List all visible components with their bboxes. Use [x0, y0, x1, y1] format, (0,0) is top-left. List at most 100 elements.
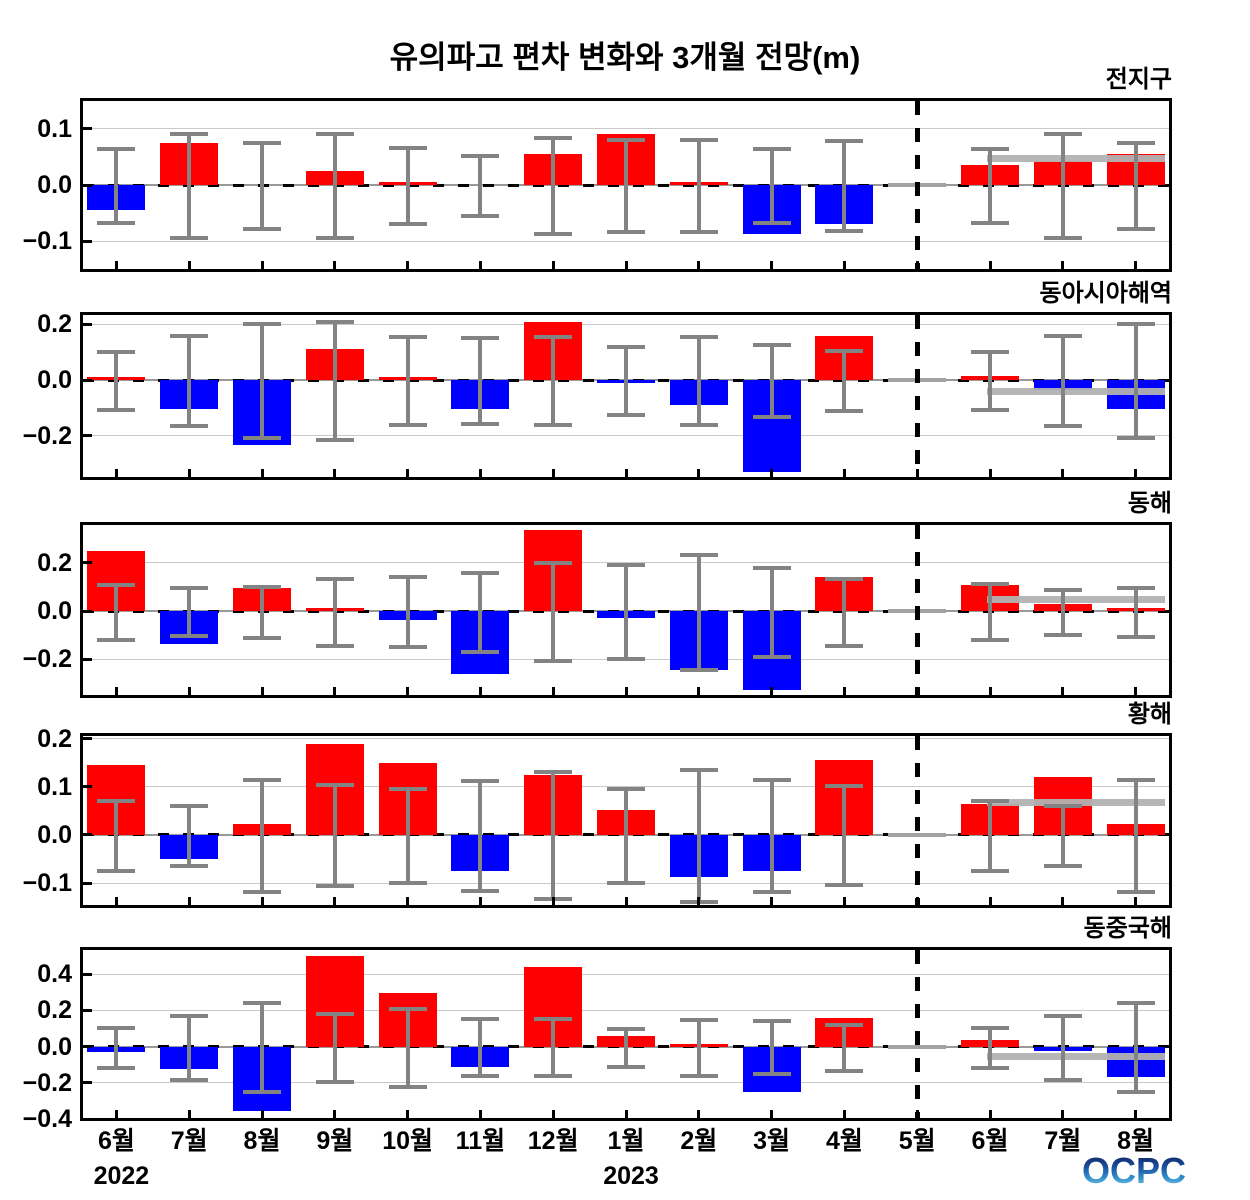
error-bar-cap-top: [534, 770, 573, 775]
y-axis-tick: [83, 1045, 92, 1049]
error-bar-cap-bottom: [825, 883, 864, 888]
x-axis-tick: [478, 897, 482, 905]
error-bar-cap-bottom: [315, 438, 354, 443]
error-bar-cap-top: [607, 786, 645, 791]
error-bar-line: [842, 1024, 847, 1069]
error-bar-cap-bottom: [461, 214, 500, 219]
error-bar-cap-top: [607, 563, 645, 568]
panel-동중국해: [80, 947, 1172, 1121]
error-bar-cap-top: [315, 576, 354, 581]
year-label-2022: 2022: [93, 1162, 150, 1190]
error-bar-line: [624, 346, 628, 414]
error-bar-cap-top: [170, 132, 209, 137]
error-bar-cap-bottom: [315, 235, 354, 240]
error-bar-cap-top: [1043, 803, 1082, 808]
panel-동아시아해역: [80, 312, 1172, 480]
x-axis-tick: [260, 469, 264, 477]
error-bar-cap-top: [534, 334, 573, 339]
error-bar-cap-bottom: [461, 889, 500, 894]
error-bar-cap-bottom: [1116, 890, 1155, 895]
error-bar-cap-bottom: [243, 1090, 281, 1095]
gridline: [83, 128, 1169, 130]
error-bar-cap-top: [170, 586, 209, 591]
error-bar-cap-bottom: [825, 1068, 864, 1073]
panel-label-동중국해: 동중국해: [1083, 915, 1172, 942]
error-bar-line: [478, 1019, 483, 1075]
error-bar-cap-top: [243, 140, 281, 145]
x-axis-tick: [406, 687, 410, 695]
forecast-divider: [914, 525, 920, 695]
error-bar-cap-top: [971, 582, 1009, 587]
x-axis-tick: [1134, 1110, 1138, 1118]
x-tick-label-2: 8월: [243, 1127, 281, 1155]
error-bar-cap-bottom: [679, 1073, 718, 1078]
y-axis-tick: [83, 881, 92, 885]
error-bar-cap-bottom: [679, 229, 718, 234]
error-bar-line: [405, 789, 410, 881]
error-bar-cap-bottom: [243, 890, 281, 895]
error-bar-cap-bottom: [607, 413, 645, 418]
error-bar-line: [332, 578, 337, 644]
y-axis-tick: [83, 239, 92, 243]
y-tick-label: 0.0: [37, 171, 72, 199]
error-bar-cap-top: [97, 799, 136, 804]
panel-label-동해: 동해: [1127, 490, 1172, 517]
x-axis-tick: [187, 897, 191, 905]
error-bar-line: [114, 584, 119, 638]
x-axis-tick: [114, 1110, 118, 1118]
x-axis-tick: [770, 897, 774, 905]
x-axis-tick: [915, 897, 919, 905]
error-bar-line: [696, 1019, 701, 1074]
error-bar-cap-bottom: [461, 1074, 500, 1079]
x-axis-tick: [624, 1110, 628, 1118]
error-bar-cap-bottom: [1043, 632, 1082, 637]
x-axis-tick: [988, 261, 992, 269]
error-bar-line: [624, 1028, 628, 1065]
panel-황해: [80, 733, 1172, 908]
error-bar-cap-top: [752, 565, 791, 570]
y-tick-label: −0.4: [22, 1105, 72, 1134]
gridline: [83, 738, 1169, 740]
error-bar-line: [624, 140, 628, 230]
error-bar-cap-top: [461, 778, 500, 783]
error-bar-cap-bottom: [388, 880, 427, 885]
error-bar-line: [478, 155, 483, 215]
panel-label-전지구: 전지구: [1105, 66, 1172, 93]
error-bar-line: [551, 1018, 556, 1075]
panel-전지구: [80, 98, 1172, 272]
error-bar-cap-top: [534, 136, 573, 141]
error-bar-line: [114, 352, 119, 408]
x-axis-tick: [187, 687, 191, 695]
error-bar-cap-bottom: [752, 414, 791, 419]
gridline: [83, 323, 1169, 325]
x-axis-tick: [114, 897, 118, 905]
y-tick-label: 0.4: [37, 960, 72, 989]
y-axis-tick: [83, 378, 92, 382]
error-bar-line: [260, 142, 264, 228]
y-axis-tick: [83, 737, 92, 741]
x-tick-label-8: 2월: [680, 1127, 718, 1155]
y-tick-label: 0.0: [37, 1032, 72, 1061]
x-axis-tick: [1061, 261, 1065, 269]
forecast-divider: [914, 950, 920, 1118]
error-bar-cap-top: [1116, 322, 1155, 327]
error-bar-cap-bottom: [315, 1079, 354, 1084]
error-bar-cap-bottom: [170, 864, 209, 869]
error-bar-cap-bottom: [461, 649, 500, 654]
y-axis-tick: [83, 609, 92, 613]
x-axis-tick: [697, 1110, 701, 1118]
error-bar-cap-bottom: [607, 1064, 645, 1069]
gridline: [83, 1119, 1169, 1120]
x-axis-tick: [551, 687, 555, 695]
error-bar-cap-bottom: [1043, 235, 1082, 240]
x-axis-tick: [624, 687, 628, 695]
chart-title: 유의파고 편차 변화와 3개월 전망(m): [389, 40, 861, 75]
error-bar-line: [478, 780, 483, 890]
error-bar-cap-top: [752, 343, 791, 348]
x-axis-tick: [988, 469, 992, 477]
x-tick-label-9: 3월: [753, 1127, 791, 1155]
y-tick-label: −0.2: [22, 1068, 72, 1097]
error-bar-cap-top: [315, 1011, 354, 1016]
y-axis-tick: [83, 183, 92, 187]
